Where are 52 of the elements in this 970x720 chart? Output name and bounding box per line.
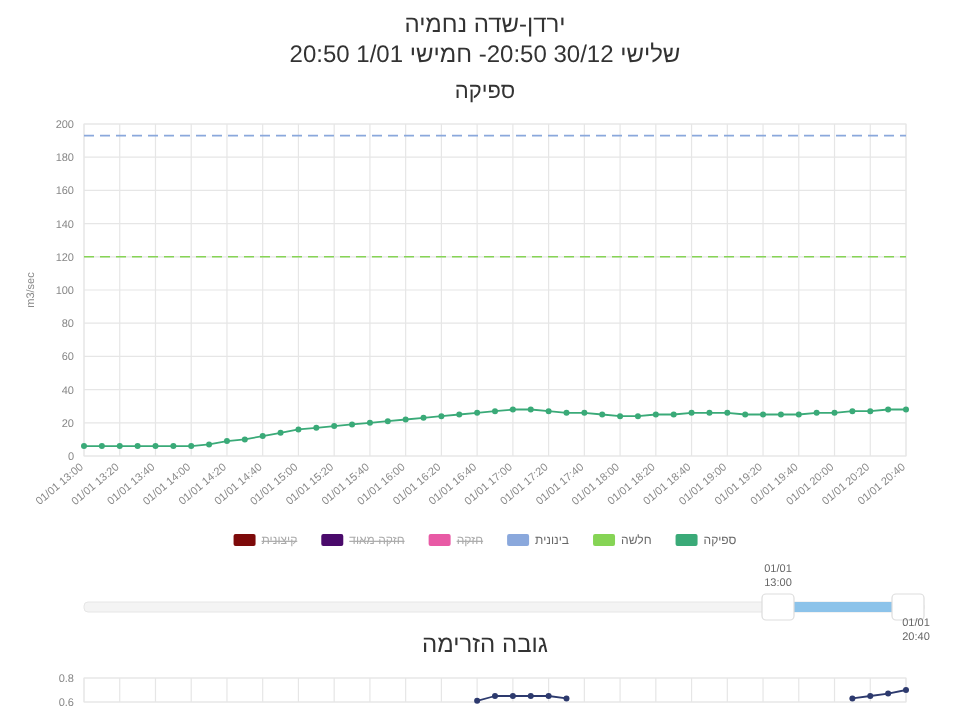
point <box>223 438 230 445</box>
point <box>849 408 856 415</box>
point <box>331 423 338 430</box>
point <box>688 409 695 416</box>
point <box>509 406 516 413</box>
point <box>170 443 177 450</box>
point <box>545 408 552 415</box>
point <box>474 409 481 416</box>
point <box>366 419 373 426</box>
point <box>634 413 641 420</box>
point <box>188 443 195 450</box>
point <box>241 436 248 443</box>
point <box>456 411 463 418</box>
point <box>384 418 391 425</box>
point <box>831 409 838 416</box>
point <box>742 411 749 418</box>
point <box>81 443 87 450</box>
point <box>402 416 409 423</box>
point <box>885 406 892 413</box>
chart-title: גובה הזרימה <box>422 630 548 658</box>
point <box>795 411 802 418</box>
point <box>313 424 320 431</box>
point <box>760 411 767 418</box>
point <box>670 411 677 418</box>
point <box>813 409 820 416</box>
chart-title: ירדן-שדה נחמיה <box>404 10 566 38</box>
point <box>152 443 159 450</box>
point <box>724 409 731 416</box>
point <box>599 411 606 418</box>
point <box>349 421 356 428</box>
point <box>563 409 570 416</box>
point <box>438 413 445 420</box>
point <box>903 406 909 413</box>
point <box>116 443 123 450</box>
point <box>492 408 498 415</box>
point <box>777 411 784 418</box>
chart-subtitle: שלישי 30/12 20:50- חמישי 1/01 20:50 <box>289 40 681 68</box>
point <box>206 441 213 448</box>
point <box>652 411 659 418</box>
point <box>134 443 141 450</box>
point <box>706 409 713 416</box>
point <box>420 414 427 421</box>
point <box>98 443 105 450</box>
point <box>277 429 284 436</box>
point <box>259 433 266 440</box>
text: ספיקה <box>454 80 516 104</box>
point <box>527 406 534 413</box>
point <box>295 426 302 433</box>
point <box>617 413 624 420</box>
point <box>867 408 874 415</box>
point <box>581 409 588 416</box>
line-series <box>81 406 909 450</box>
